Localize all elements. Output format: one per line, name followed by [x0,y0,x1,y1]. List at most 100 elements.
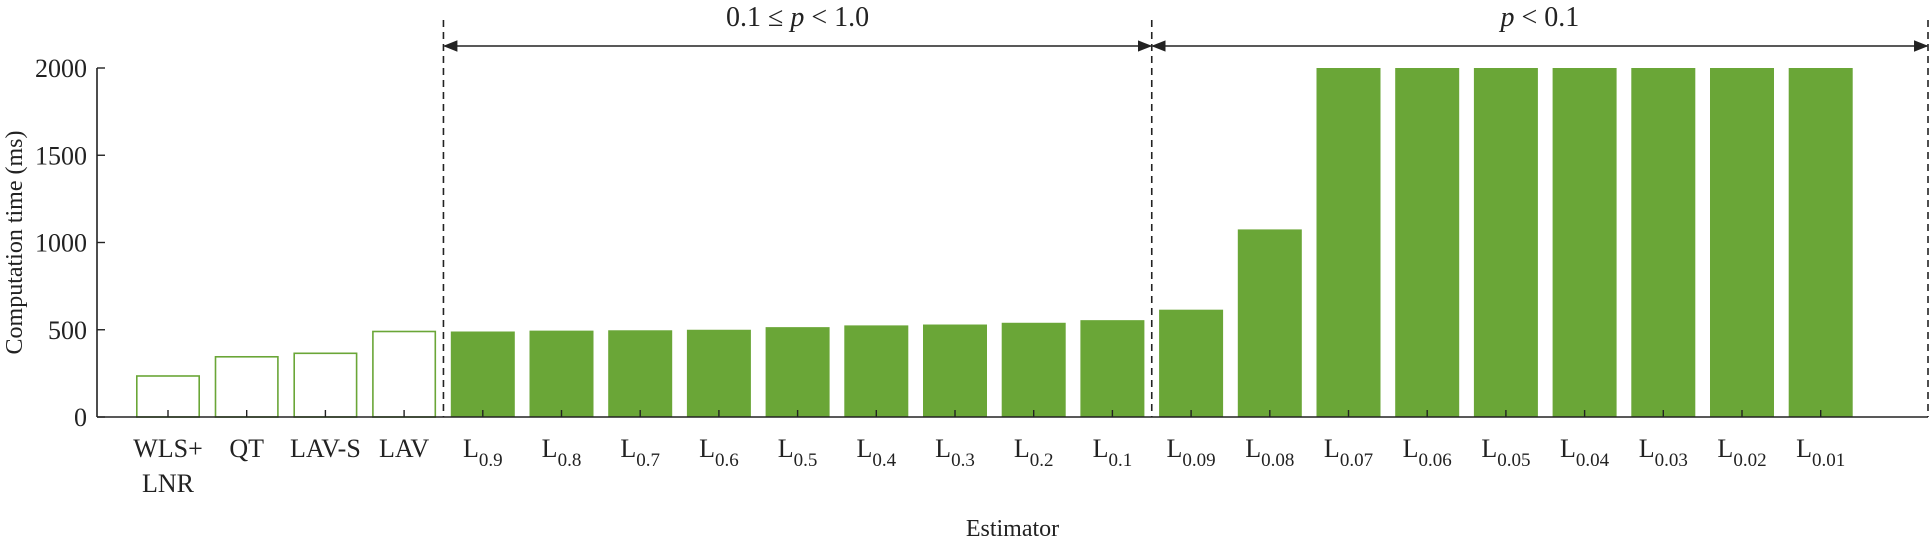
x-tick-label-subscript: 0.3 [951,450,975,471]
bar [1001,322,1066,417]
bar [372,330,437,418]
x-tick-label: L0.9 [463,434,503,471]
x-tick-label: L0.1 [1093,434,1133,471]
x-tick-label: QT [229,434,264,463]
x-tick-label: L0.02 [1717,434,1766,471]
x-tick-label-base: L [1481,434,1497,463]
x-tick-label-subscript: 0.8 [558,450,582,471]
region-label-suffix: < 0.1 [1514,2,1579,33]
x-tick-label-subscript: 0.02 [1733,450,1766,471]
x-tick-label-base: L [1639,434,1655,463]
x-tick-label-base: L [620,434,636,463]
x-tick-label-base: LAV [379,434,429,463]
x-tick-label: L0.5 [778,434,818,471]
x-tick-label-line2: LNR [142,469,195,498]
x-tick-label-base: L [1560,434,1576,463]
x-tick-label-base: L [1167,434,1183,463]
x-tick-label-base: L [542,434,558,463]
y-tick-label: 1500 [35,141,87,170]
x-tick-label: L0.05 [1481,434,1530,471]
x-tick-label-subscript: 0.2 [1030,450,1054,471]
bar [686,329,751,417]
x-tick-label: L0.7 [620,434,660,471]
x-tick-label-subscript: 0.05 [1497,450,1530,471]
bar [1159,309,1224,417]
x-tick-label-base: L [1093,434,1109,463]
x-tick-label-base: L [935,434,951,463]
x-tick-label: L0.3 [935,434,975,471]
x-tick-label: L0.2 [1014,434,1054,471]
bar [1631,68,1696,417]
x-tick-label-base: LAV-S [290,434,361,463]
bar [1080,320,1145,417]
bar [1552,68,1617,417]
x-tick-label: L0.04 [1560,434,1610,471]
x-tick-label: L0.07 [1324,434,1373,471]
x-tick-label-subscript: 0.03 [1655,450,1688,471]
region-label: p < 0.1 [1498,2,1579,33]
bar [1710,68,1774,417]
x-tick-label-subscript: 0.06 [1419,450,1452,471]
y-tick-label: 0 [74,403,87,432]
region-annotations: 0.1 ≤ p < 1.0 p < 0.1 [442,2,1929,417]
bar [608,330,673,417]
x-tick-label-subscript: 0.08 [1261,450,1294,471]
x-tick-label: L0.01 [1796,434,1845,471]
x-tick-label-base: L [1245,434,1261,463]
bar [214,355,279,418]
bars-layer [136,68,1853,418]
bar [765,327,830,417]
y-tick-label: 1000 [35,229,87,258]
bar [450,331,515,417]
x-tick-label-subscript: 0.7 [636,450,660,471]
y-ticks: 0 500 1000 1500 2000 [35,54,105,432]
x-tick-label-subscript: 0.07 [1340,450,1373,471]
x-tick-label: L0.8 [542,434,582,471]
x-tick-label-base: L [1403,434,1419,463]
x-tick-label-subscript: 0.09 [1182,450,1215,471]
x-tick-label: L0.03 [1639,434,1688,471]
bar [1473,68,1538,417]
x-tick-label: LAV-S [290,434,361,463]
x-tick-label-base: L [1796,434,1812,463]
bar [1788,68,1853,417]
x-tick-label-subscript: 0.1 [1108,450,1132,471]
region-label-variable: p [788,2,804,33]
bar [1237,229,1302,417]
x-tick-label-base: QT [229,434,264,463]
bar [1395,68,1460,417]
x-tick-label-base: WLS+ [133,434,203,463]
region-label: 0.1 ≤ p < 1.0 [726,2,869,33]
x-tick-label-subscript: 0.04 [1576,450,1610,471]
y-axis-title: Computation time (ms) [2,131,28,355]
x-tick-label-subscript: 0.4 [872,450,896,471]
x-tick-label-base: L [463,434,479,463]
x-tick-label-subscript: 0.6 [715,450,739,471]
region-label-prefix: 0.1 ≤ [726,2,790,33]
y-tick-label: 500 [48,316,87,345]
y-tick-label: 2000 [35,54,87,83]
bar [923,324,987,417]
x-tick-label: L0.06 [1403,434,1452,471]
bar [529,330,594,417]
bar [844,325,909,417]
x-tick-label: LAV [379,434,429,463]
x-tick-label: L0.4 [856,434,896,471]
x-tick-label: WLS+ [133,434,203,463]
x-tick-label-subscript: 0.01 [1812,450,1845,471]
x-tick-label: L0.08 [1245,434,1294,471]
x-tick-label-base: L [1014,434,1030,463]
x-tick-label: L0.09 [1167,434,1216,471]
bar [1316,68,1381,417]
x-tick-label-base: L [699,434,715,463]
x-tick-label-base: L [856,434,872,463]
x-tick-label-base: L [778,434,794,463]
x-tick-label: L0.6 [699,434,739,471]
x-tick-label-subscript: 0.5 [794,450,818,471]
bar [293,352,358,418]
x-axis-title: Estimator [966,516,1059,542]
region-label-variable: p [1498,2,1514,33]
x-tick-label-base: L [1717,434,1733,463]
